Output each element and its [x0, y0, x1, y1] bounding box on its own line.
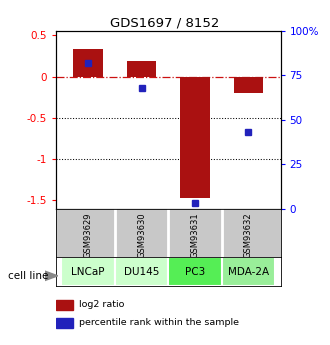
Bar [222, 257, 275, 286]
Bar [168, 257, 222, 286]
Text: cell line: cell line [8, 271, 49, 281]
Bar [56, 300, 73, 310]
Text: PC3: PC3 [185, 267, 205, 277]
Bar [56, 318, 73, 328]
Text: GSM93629: GSM93629 [84, 213, 93, 258]
Text: GSM93631: GSM93631 [190, 213, 200, 258]
Text: LNCaP: LNCaP [71, 267, 105, 277]
Text: percentile rank within the sample: percentile rank within the sample [79, 318, 239, 327]
Bar [115, 257, 168, 286]
Text: MDA-2A: MDA-2A [228, 267, 269, 277]
Text: GSM93630: GSM93630 [137, 213, 146, 258]
Text: DU145: DU145 [124, 267, 159, 277]
Polygon shape [45, 271, 58, 281]
Bar [180, 77, 210, 198]
Text: GSM93632: GSM93632 [244, 213, 253, 258]
Text: GDS1697 / 8152: GDS1697 / 8152 [110, 17, 220, 30]
Bar [61, 257, 115, 286]
Text: log2 ratio: log2 ratio [79, 300, 125, 309]
Bar [234, 77, 263, 93]
Bar [127, 61, 156, 77]
Bar [74, 49, 103, 77]
